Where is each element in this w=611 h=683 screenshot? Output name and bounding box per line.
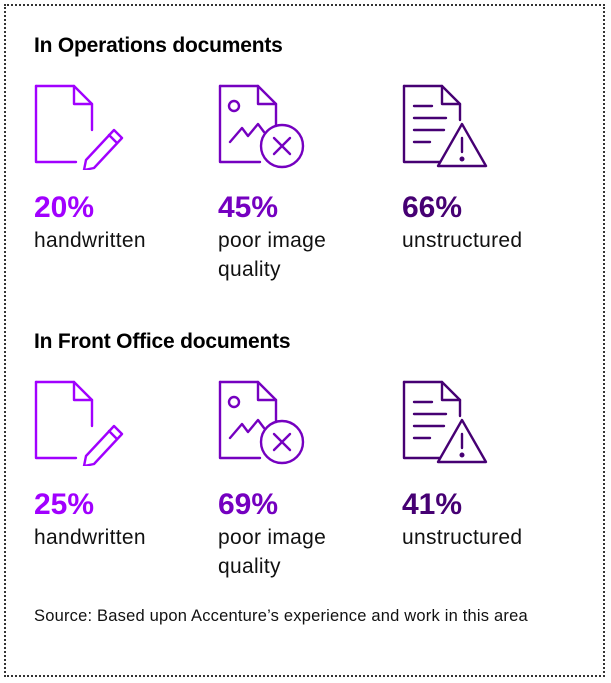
stat-label-handwritten-front-office: handwritten — [34, 526, 146, 549]
stat-label-image-quality-front-office-line2: quality — [218, 555, 281, 578]
stat-percent-unstructured-front-office: 41% — [402, 488, 463, 521]
section-title-operations: In Operations documents — [34, 34, 283, 57]
stat-percent-image-quality-operations: 45% — [218, 191, 279, 224]
document-pen-icon — [34, 380, 124, 466]
section-title-front-office: In Front Office documents — [34, 330, 291, 353]
stat-percent-image-quality-front-office: 69% — [218, 488, 279, 521]
document-warning-icon — [402, 380, 492, 466]
document-image-error-icon — [218, 380, 308, 466]
source-note: Source: Based upon Accenture’s experienc… — [34, 607, 528, 625]
stat-percent-unstructured-operations: 66% — [402, 191, 463, 224]
stat-label-unstructured-operations: unstructured — [402, 229, 523, 252]
stat-label-image-quality-front-office: poor image — [218, 526, 327, 549]
document-image-error-icon — [218, 84, 308, 170]
stat-label-image-quality-operations: poor image — [218, 229, 327, 252]
infographic-frame — [4, 4, 605, 677]
stat-label-handwritten-operations: handwritten — [34, 229, 146, 252]
document-warning-icon — [402, 84, 492, 170]
document-pen-icon — [34, 84, 124, 170]
stat-label-image-quality-operations-line2: quality — [218, 258, 281, 281]
stat-percent-handwritten-front-office: 25% — [34, 488, 95, 521]
stat-label-unstructured-front-office: unstructured — [402, 526, 523, 549]
stat-percent-handwritten-operations: 20% — [34, 191, 95, 224]
